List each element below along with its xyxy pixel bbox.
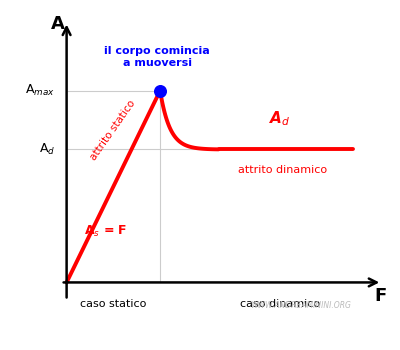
Text: F: F <box>374 287 387 306</box>
Text: il corpo comincia
a muoversi: il corpo comincia a muoversi <box>104 46 210 68</box>
Text: A$_d$: A$_d$ <box>39 142 55 157</box>
Text: caso dinamico: caso dinamico <box>240 299 320 309</box>
Text: A$_d$: A$_d$ <box>269 110 291 128</box>
Text: A: A <box>51 15 65 33</box>
Text: WWW.ANDREAMININI.ORG: WWW.ANDREAMININI.ORG <box>250 301 351 310</box>
Text: A$_{max}$: A$_{max}$ <box>25 83 55 98</box>
Text: attrito statico: attrito statico <box>89 98 138 162</box>
Text: caso statico: caso statico <box>80 299 146 309</box>
Text: A$_s$ = F: A$_s$ = F <box>84 224 128 239</box>
Point <box>157 88 163 93</box>
Text: attrito dinamico: attrito dinamico <box>238 165 327 175</box>
